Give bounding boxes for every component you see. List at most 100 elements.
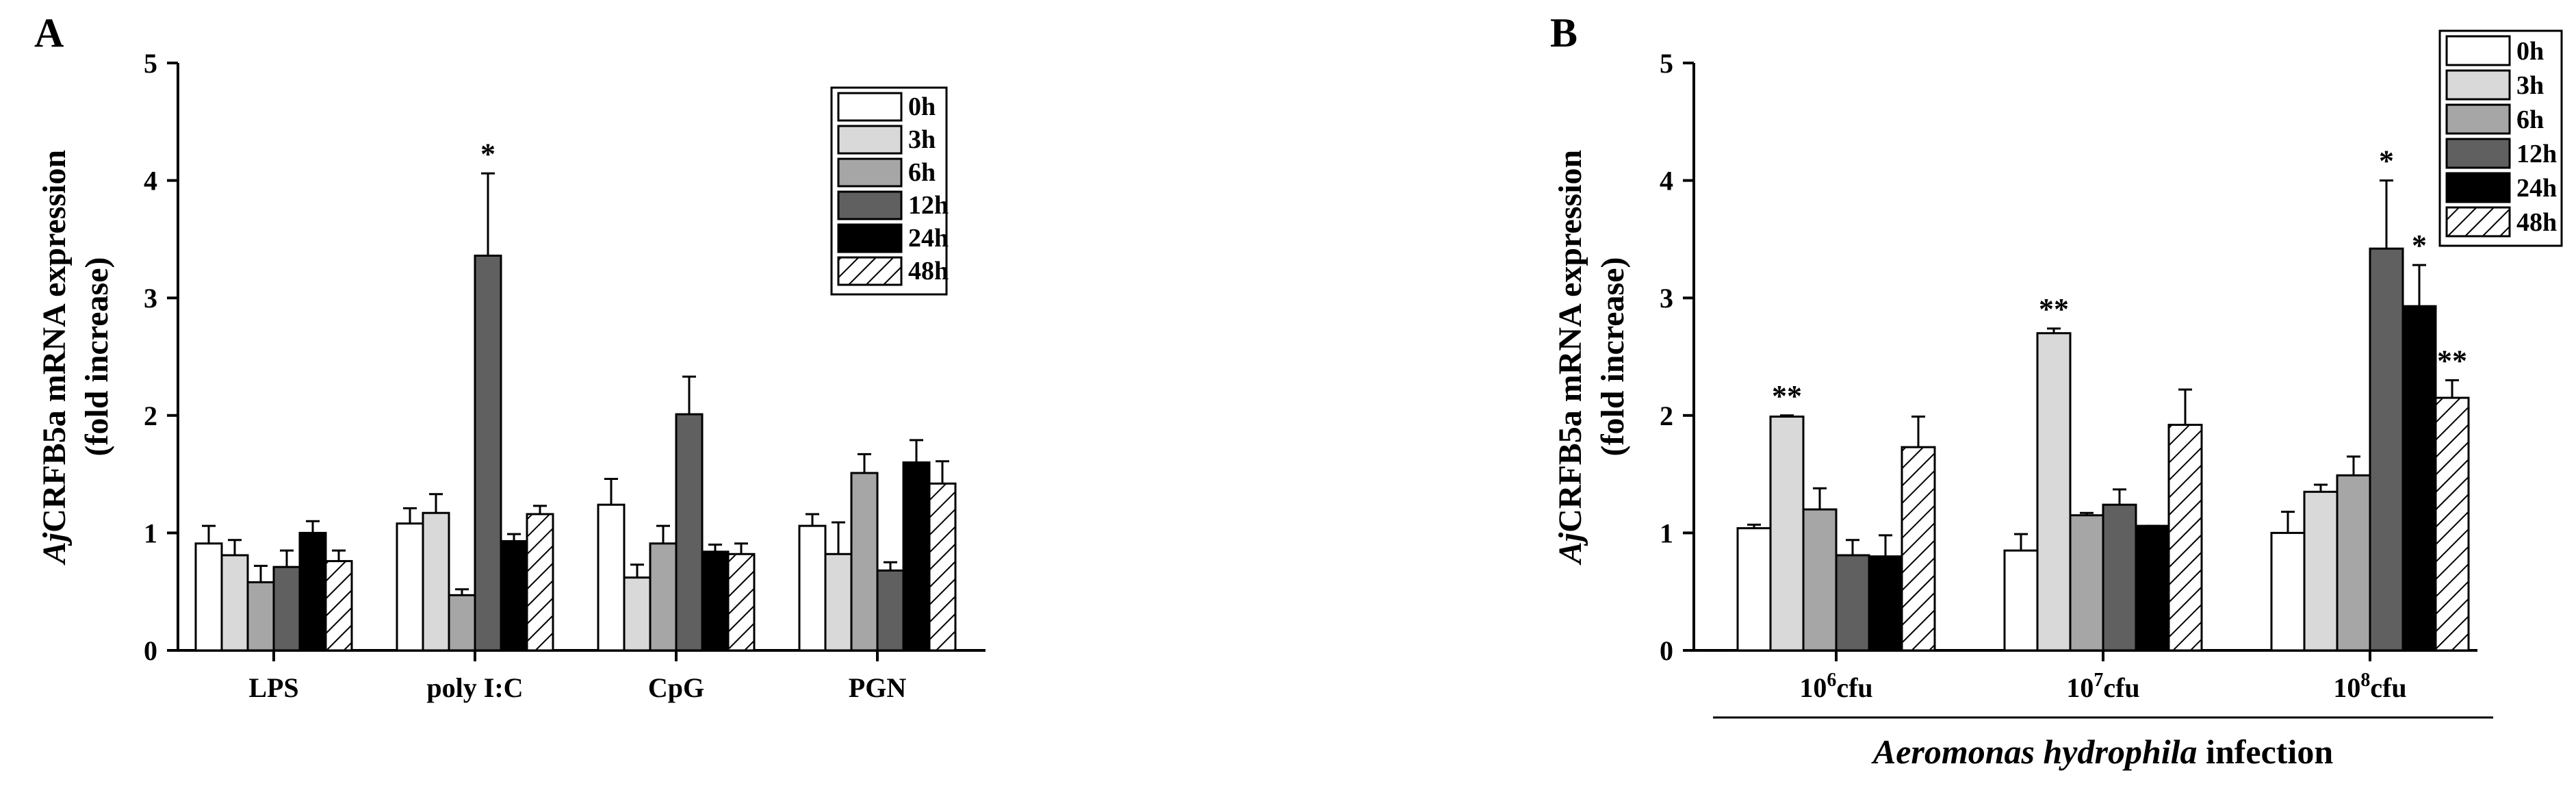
y-tick-label: 2 [1660,401,1673,431]
x-axis-label: Aeromonas hydrophila infection [1871,733,2333,771]
bar [2069,514,2104,652]
bar [798,524,827,652]
legend-label: 0h [2516,37,2544,66]
bar [701,550,730,652]
x-tick-label: 108cfu [2333,670,2406,703]
bar [396,522,424,652]
bar [623,576,652,652]
legend-swatch [837,190,903,220]
legend-swatch [2445,172,2511,203]
y-tick-label: 1 [1660,518,1673,548]
bar [194,542,223,652]
y-tick-label: 3 [144,283,157,314]
bar [928,482,957,652]
bar [1769,416,1805,652]
bar [1835,554,1870,652]
legend-label: 3h [908,125,936,154]
y-axis-label-italic: Aj [36,532,73,565]
bar [474,254,502,652]
panel-letter: B [1550,10,1577,55]
bar [2102,503,2137,652]
legend-label: 12h [2516,140,2557,168]
legend-swatch [837,92,903,122]
y-axis-label-line2: (fold increase) [79,257,115,456]
legend-label: 24h [908,224,949,253]
panel-b-chart: B 0 1 2 3 4 5 AjCRFB5a mRNA expression (fold inc… [1550,10,2563,771]
y-tick-label: 0 [144,635,157,666]
bar [2434,396,2470,652]
legend-swatch [837,125,903,155]
bar [324,560,353,652]
bar [272,565,301,652]
bar [824,552,853,652]
bar [1901,446,1936,652]
bar [1736,527,1772,652]
significance-mark: ** [2039,292,2069,326]
bar [246,581,275,652]
y-tick-label: 1 [144,518,157,548]
bar [1802,508,1838,652]
legend-swatch [2445,206,2511,238]
legend-label: 48h [2516,208,2557,237]
y-tick-label: 5 [1660,48,1673,79]
significance-mark: ** [1772,379,1802,413]
bar [2369,247,2404,652]
bar [422,511,450,652]
y-axis-label-main: CRFB5a mRNA expression [36,150,73,533]
y-tick-label: 0 [1660,635,1673,666]
bar [850,472,879,652]
bar [727,552,756,652]
panel-letter: A [34,10,64,55]
legend-label: 6h [908,158,936,187]
bar [298,531,327,652]
x-tick-label: 107cfu [2066,670,2139,703]
legend-label: 6h [2516,105,2544,134]
y-tick-label: 4 [1660,166,1673,196]
y-axis-label-main: CRFB5a mRNA expression [1552,150,1588,533]
legend-label: 3h [2516,71,2544,100]
bar [500,539,528,652]
legend-label: 0h [908,92,936,121]
legend-label: 12h [908,191,949,220]
legend-swatch [2445,69,2511,101]
y-tick-label: 3 [1660,283,1673,314]
bar [448,594,476,652]
significance-mark: * [2379,144,2394,178]
significance-mark: * [480,137,495,170]
legend-swatch [837,223,903,253]
bar [675,413,704,652]
legend-swatch [2445,103,2511,135]
x-tick-label: poly I:C [426,672,523,703]
y-axis-label: AjCRFB5a mRNA expression [1552,150,1588,565]
y-axis-label-italic: Aj [1552,532,1588,565]
x-tick-label: LPS [248,672,298,703]
bar [2336,474,2371,652]
y-axis-label-line2: (fold increase) [1595,257,1631,456]
legend-swatch [2445,138,2511,169]
bar [649,542,678,652]
bar [2401,305,2437,652]
significance-mark: ** [2437,344,2467,377]
panel-a-chart: A 0 1 2 3 4 5 AjCRFB5a mRNA expression (fold inc… [34,10,986,703]
legend-swatch [2445,35,2511,66]
legend-swatch [837,256,903,286]
x-tick-label: CpG [648,672,704,703]
y-tick-label: 4 [144,166,157,196]
legend-label: 24h [2516,174,2557,203]
bar [1868,555,1903,652]
legend-swatch [837,157,903,188]
bar [220,554,249,652]
bar [2270,531,2306,652]
significance-mark: * [2412,229,2427,262]
y-tick-label: 2 [144,401,157,431]
bar [2003,549,2039,652]
bar [876,569,905,652]
bar [2303,490,2339,652]
bar [902,461,931,652]
y-axis-label: AjCRFB5a mRNA expression [36,150,73,565]
bar [526,513,554,652]
bar [597,503,626,652]
bar [2036,332,2072,652]
x-tick-label: PGN [849,672,907,703]
